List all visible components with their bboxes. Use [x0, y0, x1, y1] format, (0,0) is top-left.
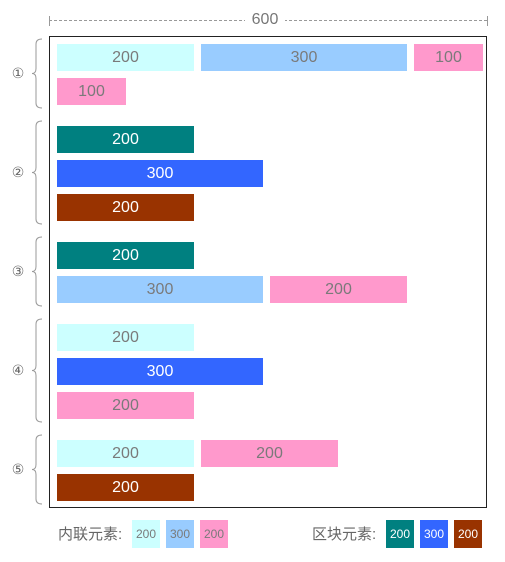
dimension-tick-left [49, 16, 50, 26]
group-brace-4 [31, 318, 43, 423]
dimension-label: 600 [245, 11, 285, 29]
inline-element-g1-r1-3: 100 [414, 44, 483, 71]
block-element-g3-r1-1: 200 [57, 242, 194, 269]
legend-inline-label: 内联元素: [58, 526, 123, 543]
container-600: 200 300 100 100 200 300 200 200 300 200 200 300 200 2… [49, 36, 487, 508]
group-number-4: ④ [11, 361, 25, 378]
legend-block-label: 区块元素: [312, 526, 377, 543]
group-brace-5 [31, 434, 43, 505]
inline-element-g5-r1-2: 200 [201, 440, 338, 467]
inline-element-g4-r1-1: 200 [57, 324, 194, 351]
block-element-g4-r2-1: 300 [57, 358, 263, 385]
dimension-tick-right [487, 16, 488, 26]
block-element-g2-r3-1: 200 [57, 194, 194, 221]
block-element-g5-r2-1: 200 [57, 474, 194, 501]
group-number-2: ② [11, 163, 25, 180]
group-number-3: ③ [11, 262, 25, 279]
block-element-g2-r2-1: 300 [57, 160, 263, 187]
block-element-g2-r1-1: 200 [57, 126, 194, 153]
inline-element-g3-r2-2: 200 [270, 276, 407, 303]
inline-element-g5-r1-1: 200 [57, 440, 194, 467]
legend-inline-swatch-2: 300 [166, 520, 194, 548]
inline-element-g1-r2-1: 100 [57, 78, 126, 105]
inline-element-g4-r3-1: 200 [57, 392, 194, 419]
legend-block-swatch-3: 200 [454, 520, 482, 548]
group-brace-2 [31, 120, 43, 225]
legend-inline-swatch-1: 200 [132, 520, 160, 548]
group-number-1: ① [11, 64, 25, 81]
legend-inline-swatch-3: 200 [200, 520, 228, 548]
inline-element-g1-r1-1: 200 [57, 44, 194, 71]
legend-block-swatch-1: 200 [386, 520, 414, 548]
group-number-5: ⑤ [11, 460, 25, 477]
group-brace-3 [31, 236, 43, 307]
group-brace-1 [31, 38, 43, 109]
inline-element-g3-r2-1: 300 [57, 276, 263, 303]
inline-element-g1-r1-2: 300 [201, 44, 407, 71]
legend-block-swatch-2: 300 [420, 520, 448, 548]
